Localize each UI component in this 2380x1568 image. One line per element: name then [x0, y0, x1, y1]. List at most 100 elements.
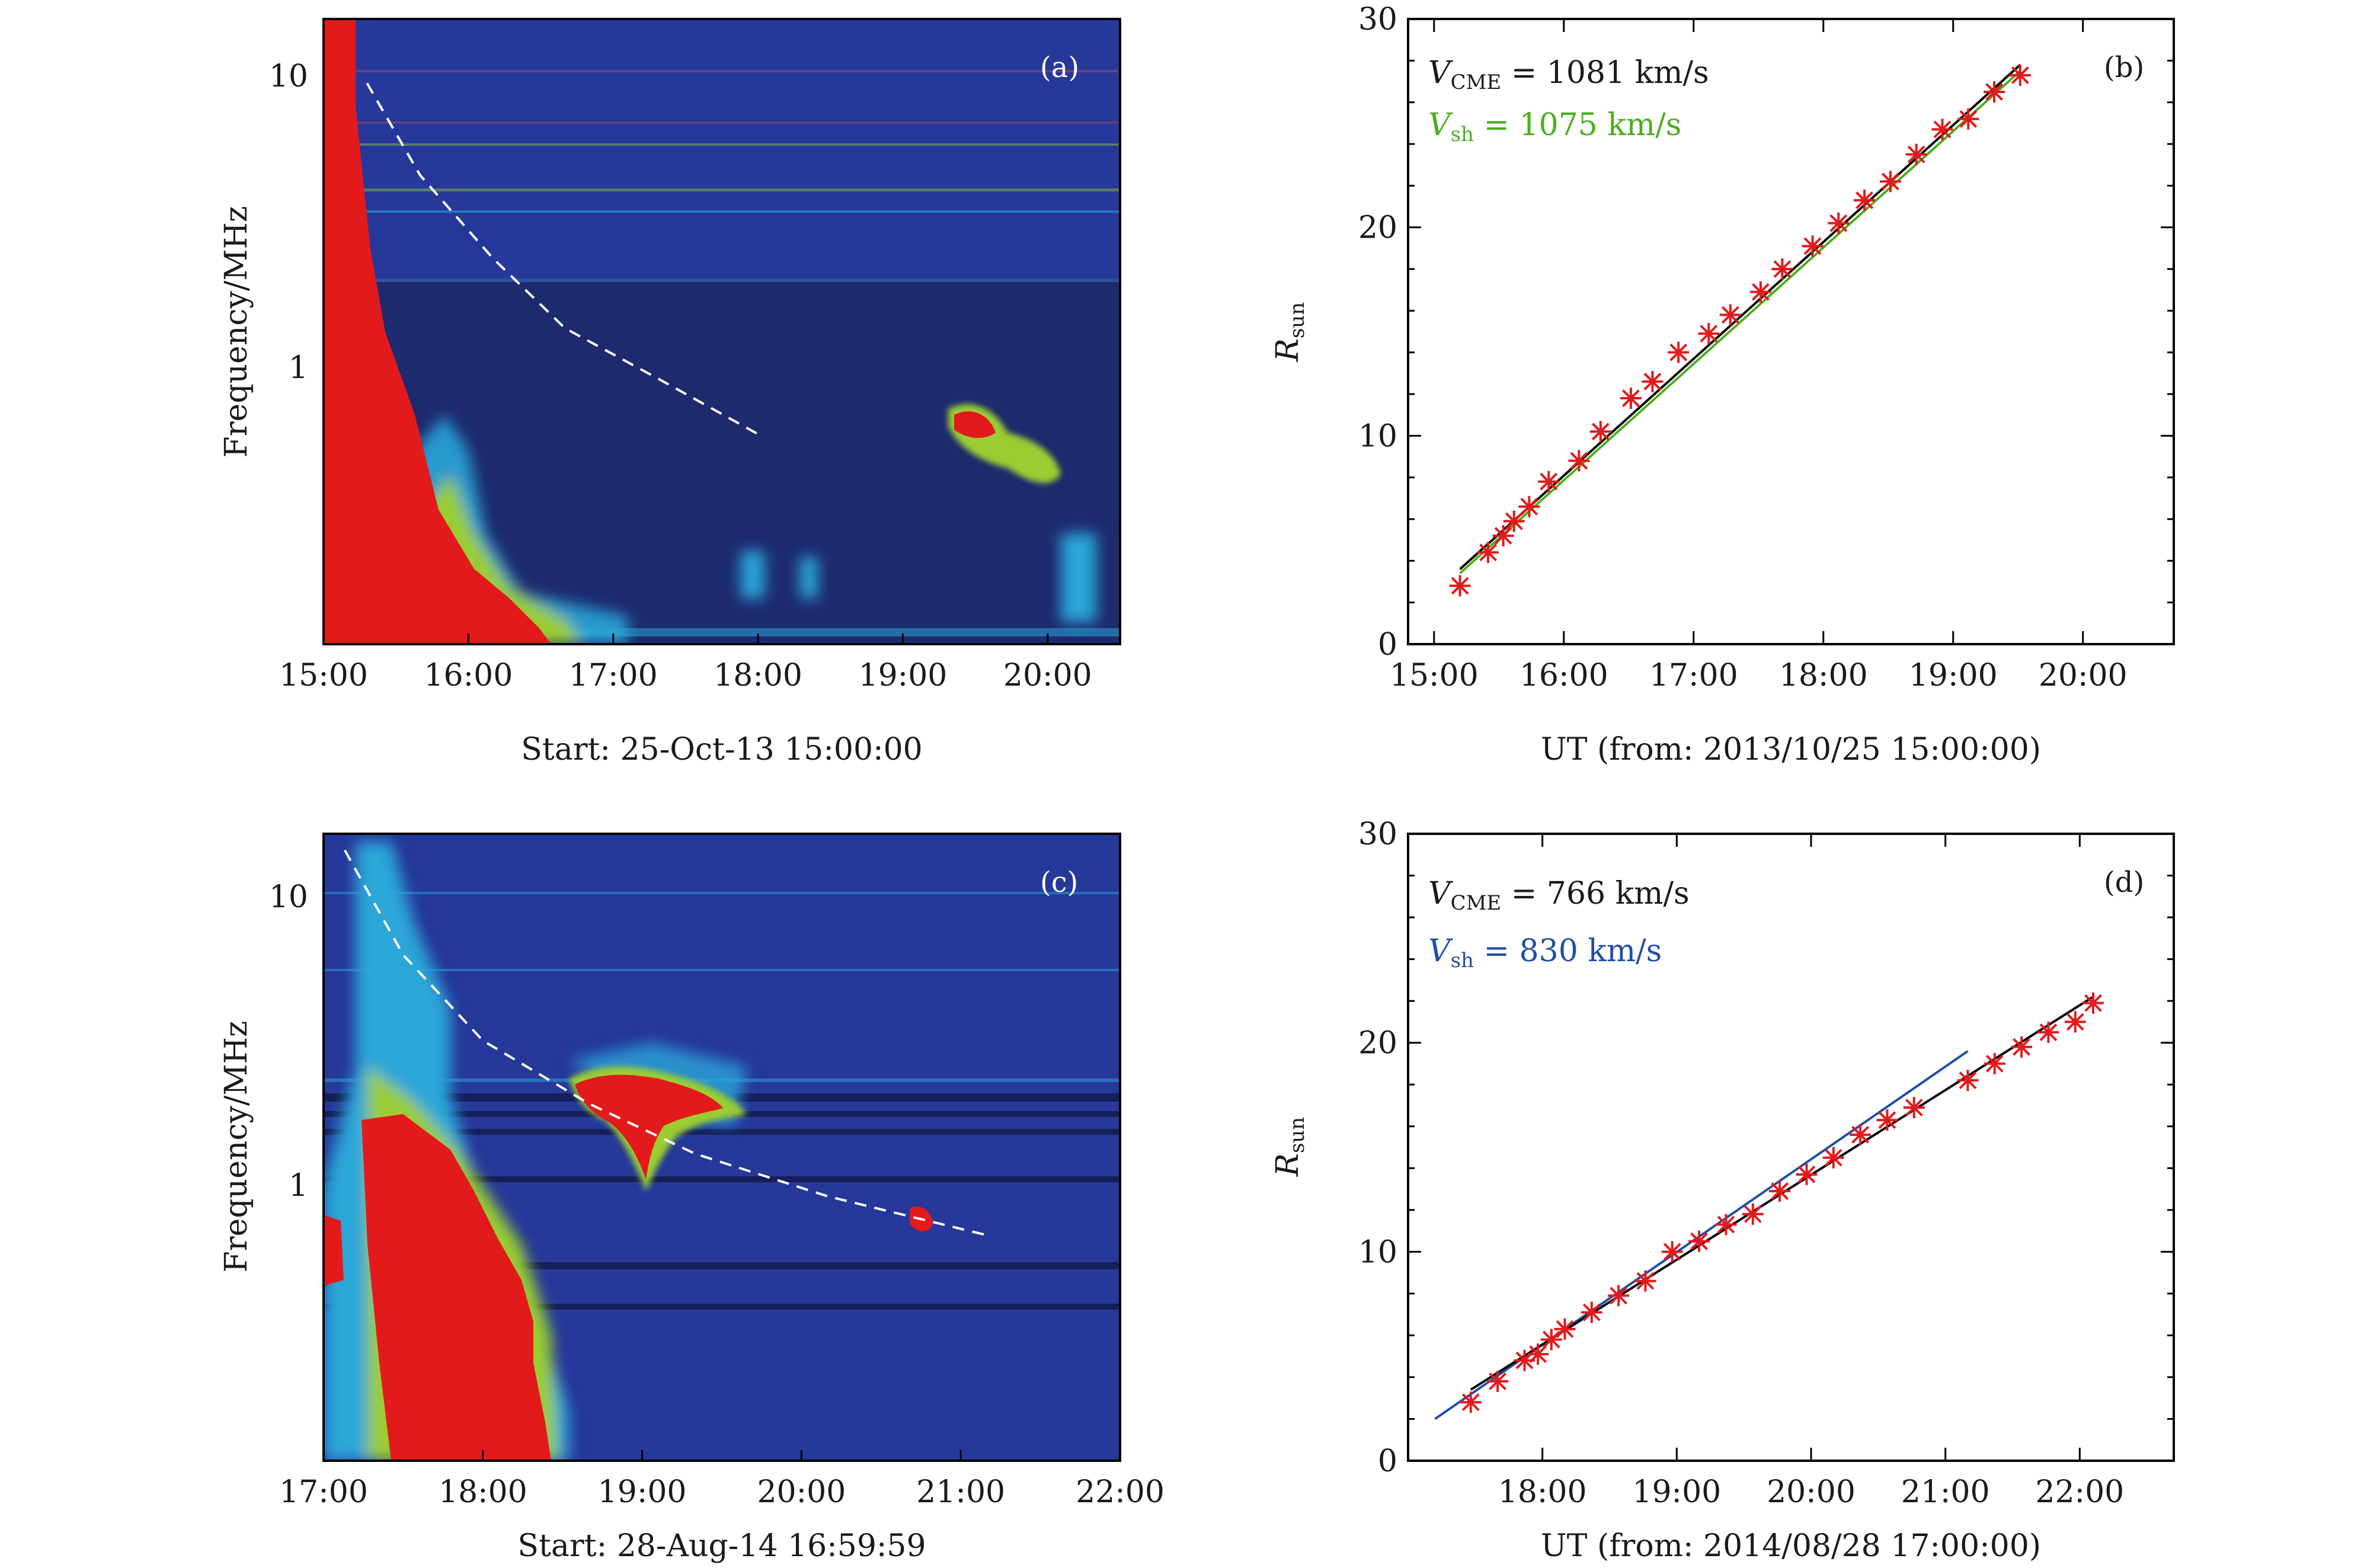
height-point	[1749, 281, 1771, 303]
height-point	[1850, 1124, 1872, 1145]
y-tick-a-10: 10	[269, 59, 308, 94]
annotation-vcme-b: VCME = 1081 km/s	[1428, 55, 1709, 94]
height-point	[1449, 575, 1471, 597]
x-tick-label: 19:00	[598, 1474, 687, 1510]
dashed-track-a	[366, 82, 759, 436]
height-points-b	[1449, 64, 2031, 597]
annotation-vsh-d: Vsh = 830 km/s	[1428, 933, 1662, 972]
plot-frame-a	[322, 18, 1121, 645]
y-axis-label-b: Rsun	[1270, 302, 1309, 362]
x-tick-label: 18:00	[1779, 658, 1868, 693]
x-tick-label: 22:00	[2035, 1474, 2124, 1510]
spectrogram-c	[324, 834, 1120, 1461]
height-point	[1984, 81, 2005, 103]
x-tick-label: 16:00	[424, 658, 513, 693]
panel-label-a: (a)	[1040, 51, 1079, 84]
x-tick-label: 15:00	[279, 658, 368, 693]
x-tick-label: 18:00	[439, 1474, 527, 1510]
type-ii-burst-c	[575, 1074, 723, 1179]
x-tick-label: 19:00	[1632, 1474, 1721, 1510]
height-point	[1568, 450, 1590, 472]
height-point	[1903, 1096, 1925, 1118]
y-tick-label: 0	[1378, 627, 1397, 663]
annotation-vcme-d: VCME = 766 km/s	[1428, 876, 1690, 915]
panel-label-b: (b)	[2104, 51, 2144, 84]
y-axis-label-d: Rsun	[1270, 1117, 1309, 1177]
height-point	[1876, 1109, 1898, 1131]
y-tick-label: 30	[1358, 817, 1397, 852]
panel-c: (c) Frequency/MHz Start: 28-Aug-14 16:59…	[219, 833, 1165, 1564]
height-point	[1477, 542, 1499, 564]
height-point	[2064, 1011, 2086, 1033]
plot-frame-c	[322, 833, 1121, 1462]
ticks-d	[1408, 833, 2174, 1462]
height-point	[1688, 1230, 1710, 1252]
height-point	[1589, 421, 1611, 443]
y-tick-label: 10	[1358, 1234, 1397, 1270]
x-axis-label-b: UT (from: 2013/10/25 15:00:00)	[1541, 732, 2041, 767]
height-point	[2009, 64, 2031, 86]
height-point	[1957, 1070, 1979, 1092]
x-axis-label-d: UT (from: 2014/08/28 17:00:00)	[1541, 1528, 2041, 1564]
height-point	[1554, 1318, 1576, 1340]
height-point	[1634, 1270, 1656, 1292]
height-point	[1642, 370, 1664, 392]
plot-frame-b	[1407, 18, 2175, 645]
height-point	[1460, 1391, 1482, 1413]
x-tick-label: 20:00	[1767, 1474, 1856, 1510]
panel-b: 15:00 16:00 17:00 18:00 19:00 20:00 0 10 20 30 (b…	[1270, 2, 2175, 767]
height-point	[1957, 108, 1979, 130]
height-point	[1828, 212, 1850, 234]
height-point	[1984, 1052, 2005, 1074]
height-point	[1802, 235, 1824, 257]
x-ticks-c: 17:00 18:00 19:00 20:00 21:00 22:00	[279, 1450, 1165, 1510]
x-tick-label: 16:00	[1520, 658, 1608, 693]
height-point	[2082, 992, 2104, 1014]
height-point	[1771, 258, 1793, 280]
height-point	[1538, 471, 1560, 492]
height-point	[1931, 119, 1953, 140]
height-point	[1661, 1241, 1683, 1263]
height-point	[1879, 171, 1901, 193]
x-tick-label: 19:00	[1909, 658, 1998, 693]
panel-a: (a) Frequency/MHz Start: 25-Oct-13 15:00…	[219, 18, 1121, 767]
height-point	[1527, 1343, 1549, 1365]
x-tick-label: 21:00	[1901, 1474, 1990, 1510]
height-points-d	[1460, 992, 2104, 1413]
x-tick-label: 17:00	[279, 1474, 368, 1510]
height-point	[1518, 495, 1540, 517]
y-tick-label: 20	[1358, 1026, 1397, 1061]
height-point	[1905, 143, 1927, 165]
y-tick-c-1: 1	[289, 1168, 308, 1204]
y-tick-label: 20	[1358, 210, 1397, 246]
height-point	[2011, 1036, 2033, 1058]
y-tick-a-1: 1	[289, 350, 308, 386]
intense-emission-c	[362, 1114, 551, 1461]
height-point	[1698, 323, 1720, 345]
spectrogram-a	[324, 19, 1120, 644]
x-tick-label: 17:00	[1649, 658, 1738, 693]
height-point	[1540, 1329, 1562, 1351]
y-tick-c-10: 10	[269, 879, 308, 915]
height-point	[1503, 510, 1525, 532]
x-tick-label: 20:00	[1003, 658, 1092, 693]
height-point	[1719, 304, 1741, 326]
height-point	[1620, 388, 1642, 409]
type-iii-burst-a	[954, 411, 996, 439]
height-point	[1769, 1180, 1791, 1202]
x-tick-label: 18:00	[714, 658, 802, 693]
x-tick-label: 18:00	[1498, 1474, 1587, 1510]
height-point	[1608, 1285, 1630, 1307]
panel-d: 18:00 19:00 20:00 21:00 22:00 0 10 20 30 (d) VCM…	[1270, 817, 2175, 1564]
intense-emission-c-edge	[324, 1215, 344, 1286]
annotation-vsh-b: Vsh = 1075 km/s	[1428, 107, 1681, 146]
plot-frame-d	[1407, 833, 2175, 1462]
panel-label-d: (d)	[2104, 866, 2144, 899]
height-point	[1796, 1163, 1818, 1185]
height-point	[1668, 341, 1690, 363]
y-axis-label-a: Frequency/MHz	[219, 206, 254, 458]
x-tick-label: 21:00	[916, 1474, 1005, 1510]
height-point	[1492, 525, 1514, 547]
height-point	[1822, 1147, 1844, 1169]
